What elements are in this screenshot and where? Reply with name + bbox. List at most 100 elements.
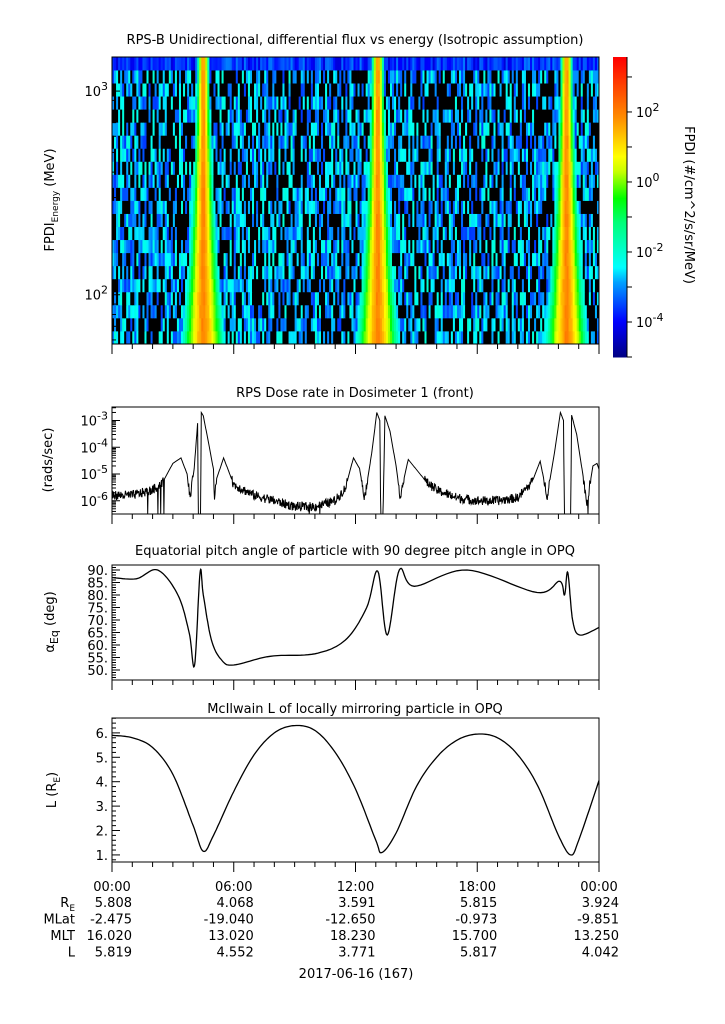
spectrogram-cell (343, 122, 346, 136)
spectrogram-cell (294, 83, 298, 97)
spectrogram-cell (304, 252, 308, 267)
spectrogram-cell (128, 161, 131, 175)
spectrogram-cell (570, 239, 574, 254)
spectrogram-cell (221, 317, 224, 332)
spectrogram-cell (538, 109, 541, 123)
spectrogram-cell (416, 278, 419, 293)
spectrogram-cell (503, 317, 507, 332)
spectrogram-cell (578, 252, 582, 267)
spectrogram-cell (418, 148, 421, 162)
spectrogram-cell (402, 226, 405, 241)
spectrogram-cell (493, 278, 496, 293)
spectrogram-cell (239, 70, 243, 84)
spectrogram-cell (316, 70, 320, 84)
spectrogram-cell (150, 122, 153, 136)
spectrogram-cell (410, 213, 413, 227)
spectrogram-cell (304, 226, 308, 241)
spectrogram-cell (422, 265, 425, 280)
spectrogram-cell (554, 83, 557, 97)
spectrogram-cell (219, 96, 222, 110)
spectrogram-cell (550, 187, 553, 201)
spectrogram-cell (193, 122, 196, 136)
spectrogram-cell (390, 317, 393, 332)
spectrogram-cell (534, 109, 537, 123)
spectrogram-cell (584, 148, 588, 162)
spectrogram-cell (454, 291, 458, 306)
spectrogram-cell (412, 70, 415, 84)
spectrogram-cell (266, 304, 269, 319)
spectrogram-cell (572, 122, 576, 136)
spectrogram-cell (187, 226, 190, 241)
spectrogram-cell (513, 317, 517, 332)
spectrogram-cell (296, 330, 300, 345)
spectrogram-cell (412, 252, 415, 267)
spectrogram-cell (140, 96, 143, 110)
spectrogram-cell (438, 291, 442, 306)
spectrogram-cell (404, 83, 407, 97)
spectrogram-cell (140, 122, 143, 136)
spectrogram-cell (398, 161, 401, 175)
spectrogram-cell (203, 278, 206, 293)
spectrogram-cell (548, 278, 551, 293)
spectrogram-cell (369, 161, 373, 175)
spectrogram-cell (308, 200, 312, 214)
spectrogram-cell (507, 330, 511, 345)
spectrogram-cell (118, 122, 121, 136)
spectrogram-cell (183, 109, 186, 123)
spectrogram-cell (290, 122, 293, 136)
spectrogram-cell (300, 135, 304, 149)
spectrogram-cell (152, 239, 156, 254)
spectrogram-cell (256, 83, 259, 97)
spectrogram-cell (343, 330, 346, 345)
spectrogram-cell (146, 265, 149, 280)
spectrogram-cell (302, 317, 306, 332)
spectrogram-cell (385, 161, 389, 175)
spectrogram-cell (499, 226, 502, 241)
spectrogram-cell (558, 304, 561, 319)
spectrogram-cell (116, 161, 119, 175)
spectrogram-cell (355, 174, 358, 188)
spectrogram-cell (314, 317, 318, 332)
spectrogram-cell (394, 96, 397, 110)
spectrogram-cell (266, 239, 269, 254)
spectrogram-cell (225, 213, 229, 227)
spectrogram-cell (164, 187, 168, 201)
spectrogram-cell (371, 330, 375, 345)
spectrogram-cell (398, 291, 401, 306)
spectrogram-cell (491, 148, 494, 162)
spectrogram-cell (377, 161, 381, 175)
spectrogram-cell (580, 109, 584, 123)
spectrogram-cell (552, 239, 555, 254)
spectrogram-cell (144, 265, 147, 280)
spectrogram-cell (126, 148, 129, 162)
spectrogram-cell (521, 317, 525, 332)
spectrogram-cell (296, 239, 300, 254)
spectrogram-cell (243, 70, 247, 84)
spectrogram-cell (558, 330, 561, 345)
spectrogram-cell (170, 161, 174, 175)
spectrogram-cell (507, 174, 511, 188)
spectrogram-cell (592, 148, 596, 162)
spectrogram-cell (485, 317, 488, 332)
spectrogram-cell (560, 174, 563, 188)
spectrogram-cell (189, 135, 192, 149)
spectrogram-cell (540, 96, 543, 110)
spectrogram-cell (231, 317, 235, 332)
spectrogram-cell (294, 317, 298, 332)
spectrogram-cell (339, 226, 342, 241)
spectrogram-cell (168, 252, 172, 267)
spectrogram-cell (491, 174, 494, 188)
spectrogram-cell (185, 291, 188, 306)
spectrogram-cell (434, 330, 438, 345)
spectrogram-cell (225, 304, 229, 319)
spectrogram-cell (221, 174, 224, 188)
spectrogram-cell (215, 291, 218, 306)
spectrogram-cell (312, 135, 316, 149)
spectrogram-cell (353, 226, 356, 241)
spectrogram-cell (331, 187, 334, 201)
spectrogram-cell (540, 174, 543, 188)
spectrogram-cell (584, 135, 588, 149)
spectrogram-cell (548, 161, 551, 175)
spectrogram-cell (215, 109, 218, 123)
spectrogram-cell (280, 148, 283, 162)
